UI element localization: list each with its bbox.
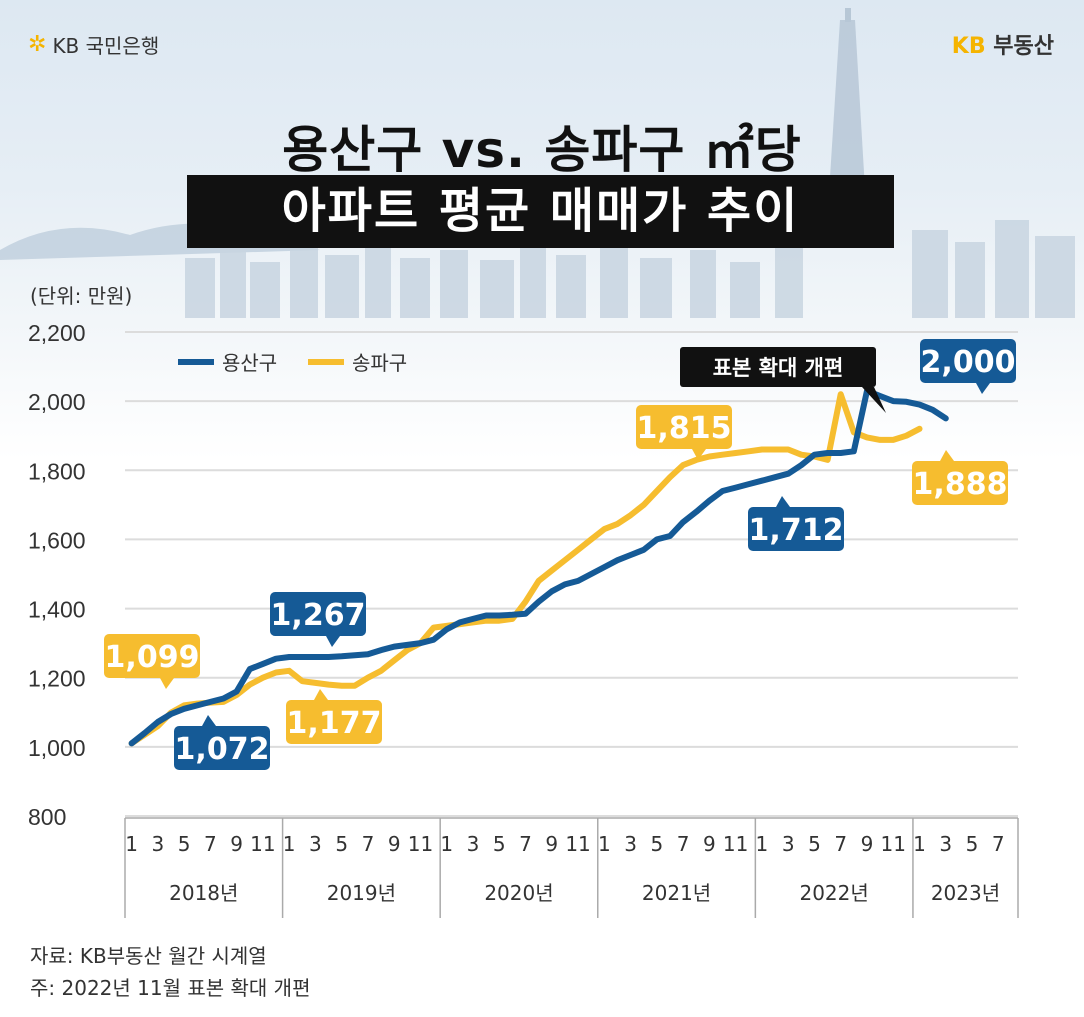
x-year-label: 2022년: [799, 881, 868, 905]
note-line: 주: 2022년 11월 표본 확대 개편: [30, 976, 311, 1000]
x-tick-month: 9: [861, 832, 874, 856]
x-tick-month: 5: [966, 832, 979, 856]
kb-realestate-logo: KB 부동산: [952, 28, 1054, 60]
y-tick-label: 800: [28, 804, 66, 830]
x-year-label: 2020년: [484, 881, 553, 905]
callout-label: 1,267: [271, 598, 366, 633]
kb-bank-name: KB 국민은행: [52, 34, 160, 58]
x-tick-month: 9: [545, 832, 558, 856]
callout-label: 1,072: [175, 732, 270, 767]
x-tick-month: 3: [939, 832, 952, 856]
series-line-yongsan: [128, 387, 949, 747]
y-tick-label: 1,600: [28, 527, 86, 553]
x-year-label: 2018년: [169, 881, 238, 905]
x-tick-month: 3: [782, 832, 795, 856]
series-line-songpa: [128, 391, 923, 747]
x-tick-month: 1: [913, 832, 926, 856]
callout-label: 1,177: [287, 706, 382, 741]
x-tick-month: 7: [362, 832, 375, 856]
callout-label: 1,099: [105, 640, 200, 675]
x-tick-month: 7: [992, 832, 1005, 856]
unit-label: (단위: 만원): [30, 284, 133, 308]
annotation-tail: [862, 387, 886, 413]
callout-tail: [940, 450, 954, 461]
legend-label-yongsan: 용산구: [222, 351, 277, 375]
kb-mark: KB: [951, 34, 986, 59]
callout-box: [174, 726, 270, 770]
callout-label: 2,000: [921, 345, 1016, 380]
callout-label: 1,888: [913, 467, 1008, 502]
callout-tail: [976, 383, 990, 394]
x-tick-month: 9: [230, 832, 243, 856]
x-tick-month: 5: [493, 832, 506, 856]
x-tick-month: 1: [283, 832, 296, 856]
realestate-text: 부동산: [993, 34, 1054, 59]
callout-tail: [160, 678, 174, 689]
title-line2: 아파트 평균 매매가 추이: [187, 175, 894, 248]
x-tick-month: 11: [565, 832, 590, 856]
x-year-label: 2019년: [327, 881, 396, 905]
x-tick-month: 1: [756, 832, 769, 856]
callout-tail: [202, 715, 216, 726]
callout-box: [286, 700, 382, 744]
callout-box: [270, 592, 366, 636]
y-tick-label: 1,200: [28, 666, 86, 692]
callout-box: [920, 339, 1016, 383]
x-tick-month: 11: [408, 832, 433, 856]
x-tick-month: 5: [650, 832, 663, 856]
y-tick-label: 1,000: [28, 735, 86, 761]
x-tick-month: 7: [677, 832, 690, 856]
annotation-label: 표본 확대 개편: [713, 356, 844, 380]
callout-box: [912, 461, 1008, 505]
x-tick-month: 1: [598, 832, 611, 856]
x-tick-month: 11: [250, 832, 275, 856]
x-tick-month: 3: [467, 832, 480, 856]
x-tick-month: 3: [151, 832, 164, 856]
kb-bank-logo: ✲ KB 국민은행: [28, 30, 159, 59]
callout-tail: [776, 496, 790, 507]
x-tick-month: 7: [519, 832, 532, 856]
kb-star-icon: ✲: [28, 32, 47, 57]
x-tick-month: 3: [309, 832, 322, 856]
callout-box: [104, 634, 200, 678]
callout-box: [636, 405, 732, 449]
x-tick-month: 9: [388, 832, 401, 856]
annotation-box: [680, 347, 876, 387]
x-tick-month: 11: [723, 832, 748, 856]
x-tick-month: 11: [881, 832, 906, 856]
x-tick-month: 7: [204, 832, 217, 856]
callout-label: 1,712: [749, 513, 844, 548]
y-tick-label: 2,000: [28, 389, 86, 415]
legend-label-songpa: 송파구: [352, 351, 407, 375]
source-notes: 자료: KB부동산 월간 시계열 주: 2022년 11월 표본 확대 개편: [30, 940, 310, 1004]
x-tick-month: 3: [624, 832, 637, 856]
callout-tail: [326, 636, 340, 647]
x-tick-month: 9: [703, 832, 716, 856]
y-tick-label: 1,400: [28, 597, 86, 623]
x-year-label: 2023년: [931, 881, 1000, 905]
x-tick-month: 5: [335, 832, 348, 856]
callout-tail: [692, 449, 706, 460]
x-tick-month: 5: [178, 832, 191, 856]
y-tick-label: 1,800: [28, 458, 86, 484]
callout-tail: [314, 689, 328, 700]
callout-label: 1,815: [637, 411, 732, 446]
x-tick-month: 1: [125, 832, 138, 856]
background: [0, 0, 1084, 460]
x-tick-month: 5: [808, 832, 821, 856]
city-skyline-image: [0, 8, 1075, 318]
y-tick-label: 2,200: [28, 320, 86, 346]
x-year-label: 2021년: [642, 881, 711, 905]
callout-box: [748, 507, 844, 551]
title-line1: 용산구 vs. 송파구 ㎡당: [282, 121, 802, 179]
source-line: 자료: KB부동산 월간 시계열: [30, 944, 267, 968]
x-tick-month: 7: [834, 832, 847, 856]
x-tick-month: 1: [440, 832, 453, 856]
